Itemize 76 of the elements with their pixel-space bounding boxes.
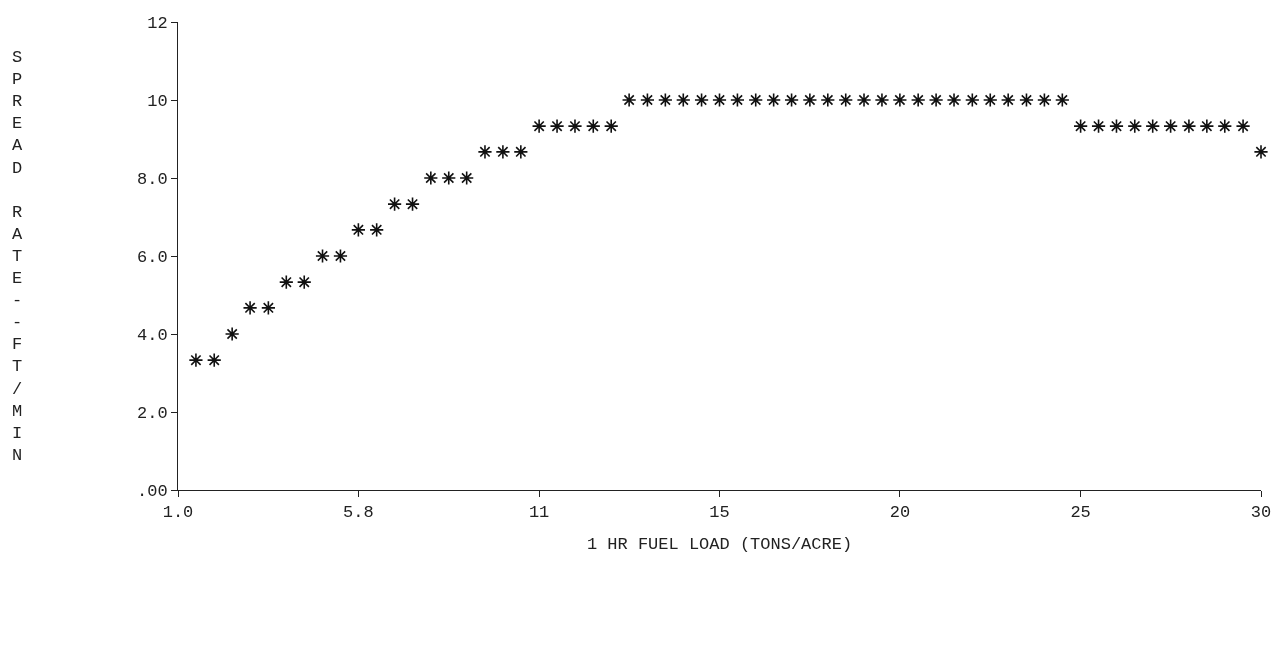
point (820, 92, 836, 108)
point (657, 92, 673, 108)
point (206, 352, 222, 368)
point (892, 92, 908, 108)
point (1163, 118, 1179, 134)
point (946, 92, 962, 108)
point (748, 92, 764, 108)
x-tick-label: 25 (1070, 503, 1091, 523)
point (350, 222, 366, 238)
point (1145, 118, 1161, 134)
text: SPREAD RATE--FT/MIN (12, 48, 23, 465)
point (766, 92, 782, 108)
point (1000, 92, 1016, 108)
point (1037, 92, 1052, 108)
y-tick-label: 4.0 (136, 325, 168, 345)
point (242, 300, 258, 316)
x-tick-label: 30 (1250, 503, 1272, 523)
point (441, 170, 457, 186)
point (712, 92, 727, 108)
y-tick-label: 12 (147, 13, 168, 33)
x-tick-label: 15 (709, 503, 730, 523)
x-tick-label: 20 (889, 503, 911, 523)
point (621, 92, 637, 108)
point (278, 274, 294, 290)
x-tick-label: 1.0 (162, 503, 194, 523)
point (423, 170, 439, 186)
point (1019, 92, 1034, 108)
point (567, 118, 583, 134)
point (640, 92, 655, 108)
point (513, 144, 529, 160)
point (784, 92, 799, 108)
point (856, 92, 872, 108)
point (549, 118, 565, 134)
point (296, 274, 312, 290)
point (1217, 118, 1233, 134)
point (387, 196, 402, 212)
point (188, 352, 204, 368)
x-tick-label: 11 (528, 503, 550, 523)
point (1199, 118, 1215, 134)
point (224, 326, 240, 342)
point (1181, 118, 1197, 134)
point (477, 144, 493, 160)
x-tick-label: 5.8 (343, 503, 374, 523)
point (495, 144, 511, 160)
x-axis-title: 1 HR FUEL LOAD (TONS/ACRE) (586, 534, 853, 554)
point (315, 248, 330, 264)
point (928, 92, 944, 108)
y-tick-label: .00 (136, 481, 168, 501)
point (1073, 118, 1089, 134)
point (910, 92, 926, 108)
point (694, 92, 709, 108)
point (1235, 118, 1251, 134)
point (459, 170, 475, 186)
point (260, 300, 276, 316)
point (1054, 92, 1070, 108)
point (838, 92, 854, 108)
y-tick-label: 10 (147, 91, 168, 111)
point (369, 222, 385, 238)
point (531, 118, 547, 134)
y-tick-label: 2.0 (136, 403, 168, 423)
point (1127, 118, 1143, 134)
point (982, 92, 998, 108)
point (802, 92, 818, 108)
point (333, 248, 348, 264)
point (1109, 118, 1124, 134)
point (585, 118, 601, 134)
point (964, 92, 980, 108)
y-tick-label: 8.0 (136, 169, 168, 189)
point (675, 92, 691, 108)
point (730, 92, 745, 108)
point (1091, 118, 1106, 134)
point (603, 118, 619, 134)
y-tick-label: 6.0 (136, 247, 168, 267)
point (874, 92, 890, 108)
point (405, 196, 420, 212)
point (1253, 144, 1269, 160)
